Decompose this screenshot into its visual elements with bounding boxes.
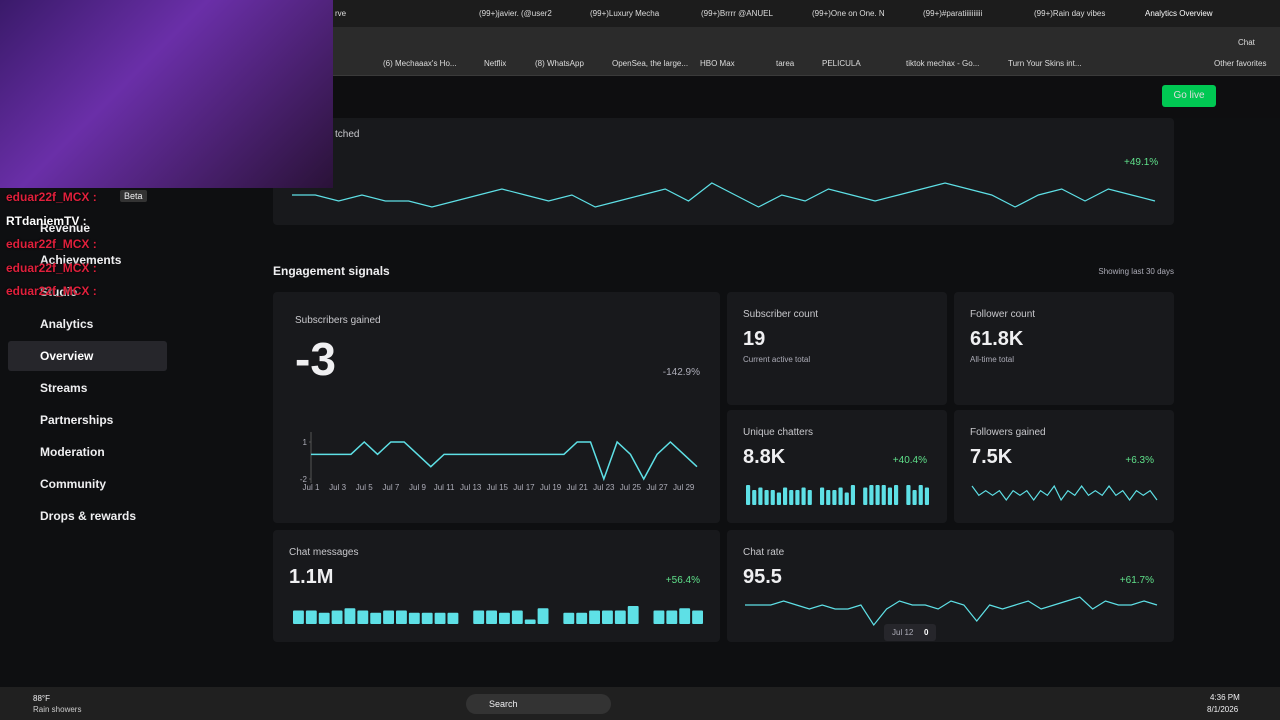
metric-card [954,292,1174,405]
card-label: tched [335,129,360,140]
bookmark[interactable]: OpenSea, the large... [612,59,689,68]
metric-value: 1.1M [289,566,334,588]
metric-value: 19 [743,328,766,350]
metric-value: 7.5K [970,446,1013,468]
card-change: +49.1% [1124,157,1159,168]
metric-label: Followers gained [970,427,1046,438]
metric-label: Chat messages [289,547,359,558]
metric-change: +40.4% [892,455,927,466]
bookmark[interactable]: Turn Your Skins int... [1008,59,1082,68]
metric-card [273,292,720,523]
nav-item[interactable]: Achievements [40,253,122,267]
browser-tab[interactable]: (99+)javier. (@user2 [479,9,552,18]
range-label: Showing last 30 days [1098,267,1174,276]
browser-tab[interactable]: (99+)Brrrr @ANUEL [701,9,773,18]
metric-label: Chat rate [743,547,785,558]
metric-value: 95.5 [743,566,782,588]
metric-label: Follower count [970,309,1036,320]
chat-user: eduar22f_MCX : [6,190,97,204]
chat-user: eduar22f_MCX : [6,260,97,275]
beta-badge: Beta [120,190,147,202]
temperature: 88°F [33,694,50,703]
weather: Rain showers [33,705,82,714]
bookmark[interactable]: (8) WhatsApp [535,59,584,68]
metric-change: -142.9% [662,367,700,378]
search-box[interactable]: Search [466,694,611,714]
nav-item[interactable]: Revenue [40,221,91,235]
metric-card [954,410,1174,523]
taskbar [0,687,1280,720]
metric-card [727,530,1174,642]
search-text: Search [489,699,518,709]
webcam [0,0,333,188]
metric-change: +61.7% [1119,575,1154,586]
metric-note: Current active total [743,355,811,364]
bookmark[interactable]: (6) Mechaaax's Ho... [383,59,457,68]
metric-note: All-time total [970,355,1015,364]
browser-tab[interactable]: (99+)Rain day vibes [1034,9,1106,18]
chat-user: eduar22f_MCX : [6,284,97,298]
metric-label: Unique chatters [743,427,814,438]
bookmark[interactable]: tarea [776,59,795,68]
go-live-button[interactable]: Go live [1162,85,1216,107]
chat-user: RTdaniemTV : [6,213,87,228]
section-title: Engagement signals [273,264,390,278]
metric-label: Subscriber count [743,309,819,320]
browser-tab[interactable]: (99+)One on One. N [812,9,885,18]
bookmark[interactable]: tiktok mechax - Go... [906,59,980,68]
browser-tab[interactable]: (99+)#paratiiiiiiiiii [923,9,983,18]
date: 8/1/2026 [1207,705,1239,714]
other-favorites[interactable]: Other favorites [1214,59,1267,68]
browser-tab[interactable]: Analytics Overview [1145,9,1213,18]
bookmark[interactable]: PELICULA [822,59,861,68]
chat-button[interactable]: Chat [1238,38,1255,47]
nav-item[interactable]: Streams [40,381,88,395]
nav-item[interactable]: Analytics [40,317,94,331]
metric-change: +6.3% [1125,455,1154,466]
browser-tab[interactable]: rve [335,9,347,18]
top-card [273,118,1174,225]
metric-value: -3 [295,333,336,385]
browser-tab[interactable]: (99+)Luxury Mecha [590,9,660,18]
nav-item[interactable]: Overview [40,349,94,363]
metric-value: 61.8K [970,328,1024,350]
bookmark[interactable]: Netflix [484,59,507,68]
clock: 4:36 PM [1210,693,1240,702]
metric-change: +56.4% [665,575,700,586]
nav-item[interactable]: Partnerships [40,413,114,427]
nav-item[interactable]: Moderation [40,445,105,459]
nav-item[interactable]: Studio [40,285,78,299]
metric-value: 8.8K [743,446,786,468]
nav-item[interactable]: Drops & rewards [40,509,137,523]
metric-label: Subscribers gained [295,315,381,326]
chat-user: eduar22f_MCX : [6,237,97,251]
nav-item[interactable]: Community [40,477,106,491]
metric-card [727,292,947,405]
bookmark[interactable]: HBO Max [700,59,735,68]
